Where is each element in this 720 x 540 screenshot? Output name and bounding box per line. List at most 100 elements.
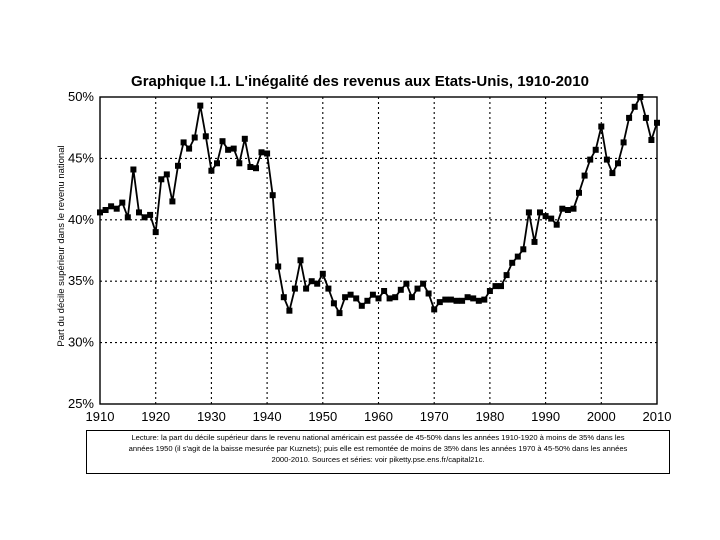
data-point-marker — [447, 296, 454, 303]
data-point-marker — [97, 209, 103, 216]
data-point-marker — [531, 238, 538, 245]
data-point-marker — [464, 294, 471, 301]
data-point-marker — [537, 209, 543, 216]
data-point-marker — [113, 205, 120, 212]
data-point-marker — [269, 192, 276, 199]
data-point-marker — [180, 139, 187, 146]
data-point-marker — [481, 296, 488, 303]
data-point-marker — [425, 290, 432, 297]
data-point-marker — [386, 295, 393, 302]
data-point-marker — [219, 138, 226, 145]
grid-lines — [100, 97, 657, 404]
data-point-marker — [414, 285, 421, 292]
data-point-marker — [375, 295, 382, 302]
data-point-marker — [147, 211, 154, 218]
data-point-marker — [202, 133, 209, 140]
data-point-marker — [654, 119, 660, 126]
data-point-marker — [369, 291, 376, 298]
y-tick-label: 50% — [68, 89, 94, 104]
data-point-marker — [442, 296, 449, 303]
data-point-marker — [208, 167, 215, 174]
data-point-marker — [314, 280, 321, 287]
data-point-marker — [136, 209, 142, 216]
data-point-marker — [258, 149, 265, 156]
reading-note: Lecture: la part du décile supérieur dan… — [86, 430, 670, 474]
data-point-marker — [498, 283, 504, 290]
data-point-marker — [163, 171, 170, 178]
y-axis-label: Part du décile supérieur dans le revenu … — [56, 145, 67, 346]
y-tick-label: 40% — [68, 212, 94, 227]
x-tick-label: 1950 — [308, 409, 337, 424]
data-point-marker — [336, 310, 343, 317]
data-point-marker — [130, 166, 137, 173]
data-point-marker — [253, 165, 259, 172]
data-point-marker — [637, 94, 644, 100]
data-point-marker — [559, 205, 566, 212]
data-point-marker — [225, 146, 232, 153]
data-point-marker — [325, 285, 332, 292]
data-point-marker — [587, 156, 594, 163]
data-point-marker — [492, 283, 499, 290]
data-point-marker — [102, 207, 109, 213]
data-point-marker — [431, 306, 438, 313]
data-point-marker — [631, 103, 638, 110]
data-point-marker — [286, 307, 293, 314]
x-tick-label: 1970 — [420, 409, 449, 424]
data-point-marker — [319, 270, 326, 277]
data-point-marker — [280, 294, 287, 301]
data-point-marker — [609, 170, 616, 177]
data-point-marker — [436, 299, 443, 306]
data-point-marker — [186, 145, 193, 152]
data-point-marker — [509, 259, 516, 266]
data-point-marker — [236, 160, 243, 167]
data-point-marker — [486, 288, 493, 294]
chart-title: Graphique I.1. L'inégalité des revenus a… — [131, 73, 589, 90]
data-point-marker — [626, 114, 633, 121]
y-tick-label: 30% — [68, 335, 94, 350]
y-tick-label: 45% — [68, 150, 94, 165]
y-tick-label: 25% — [68, 396, 94, 411]
x-tick-label: 1920 — [141, 409, 170, 424]
data-point-marker — [214, 160, 220, 167]
reading-note-line: années 1950 (il s'agit de la baisse mesu… — [128, 444, 628, 453]
data-point-marker — [648, 137, 655, 143]
data-point-marker — [392, 294, 399, 301]
x-tick-label: 1930 — [197, 409, 226, 424]
data-point-marker — [230, 145, 237, 152]
data-point-marker — [330, 300, 337, 307]
data-point-marker — [592, 146, 599, 153]
data-point-marker — [158, 176, 165, 183]
data-point-marker — [124, 214, 131, 221]
data-point-marker — [381, 288, 388, 294]
data-point-marker — [297, 257, 304, 264]
data-point-marker — [470, 295, 477, 302]
data-point-marker — [620, 139, 627, 146]
data-point-marker — [581, 172, 588, 179]
x-tick-label: 1990 — [531, 409, 560, 424]
data-point-marker — [525, 209, 532, 216]
x-tick-label: 1960 — [364, 409, 393, 424]
data-point-marker — [642, 114, 649, 121]
data-point-marker — [291, 285, 298, 292]
data-point-marker — [570, 205, 577, 212]
data-point-marker — [175, 162, 181, 169]
data-point-marker — [564, 207, 571, 213]
data-point-marker — [303, 285, 310, 292]
data-point-marker — [475, 297, 482, 304]
data-point-marker — [514, 253, 521, 260]
data-point-marker — [598, 123, 605, 130]
plot-area-frame — [99, 96, 658, 405]
data-point-marker — [542, 213, 549, 220]
data-point-marker — [576, 189, 582, 196]
reading-note-line: Lecture: la part du décile supérieur dan… — [131, 433, 625, 442]
data-point-marker — [119, 199, 126, 206]
x-tick-label: 1940 — [253, 409, 282, 424]
data-point-marker — [308, 278, 315, 285]
data-point-marker — [520, 246, 527, 253]
data-point-marker — [275, 263, 282, 270]
data-point-marker — [603, 156, 610, 163]
reading-note-line: 2000-2010. Sources et séries: voir piket… — [271, 455, 485, 464]
data-point-marker — [420, 280, 427, 287]
y-tick-label: 35% — [68, 273, 94, 288]
data-point-marker — [241, 135, 248, 142]
